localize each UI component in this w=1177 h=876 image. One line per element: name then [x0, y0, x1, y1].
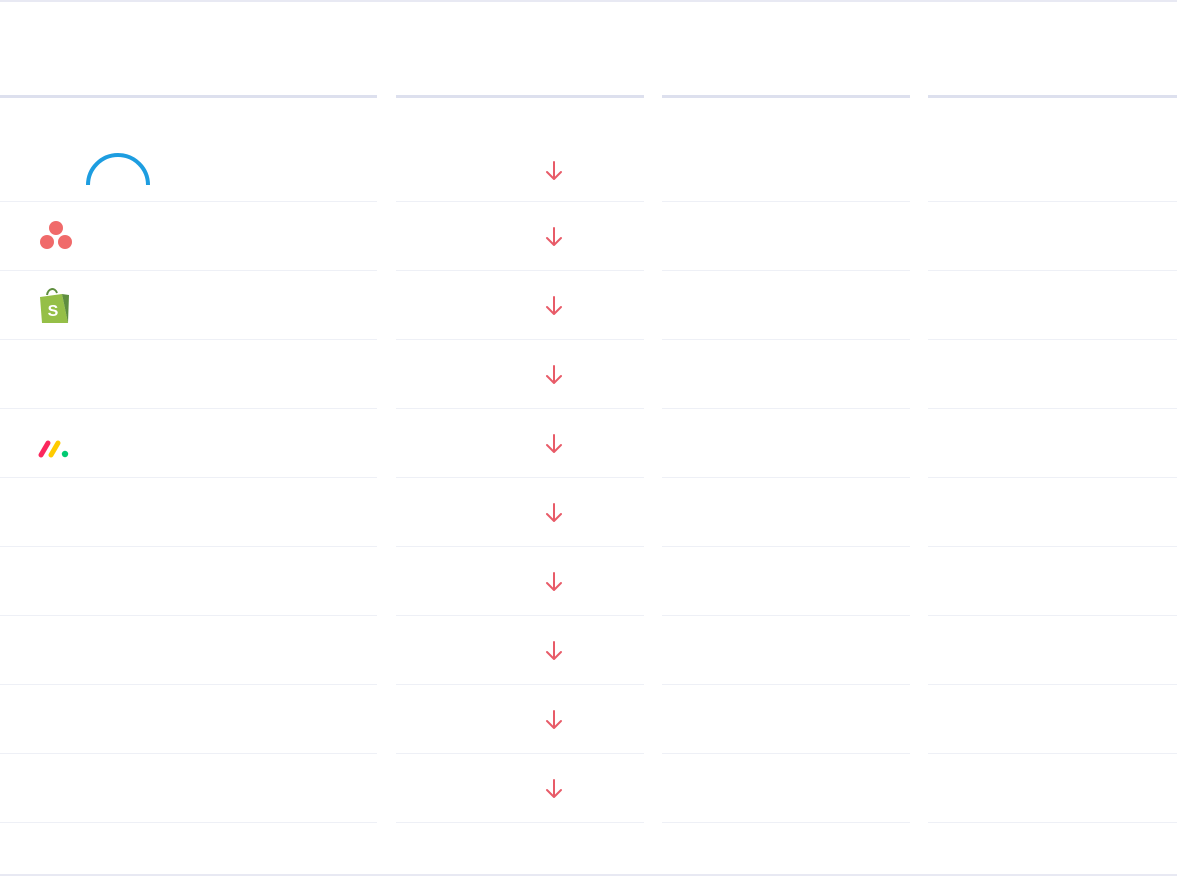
arrow-down-icon: [543, 433, 565, 455]
arrow-down-icon: [543, 364, 565, 386]
monday-icon: [36, 423, 76, 463]
header-rule: [0, 95, 377, 98]
header-rule: [662, 95, 910, 98]
svg-text:S: S: [48, 303, 59, 320]
table-row: [0, 202, 1177, 271]
asana-icon: [36, 216, 76, 256]
table-row: [0, 547, 1177, 616]
table-row: [0, 616, 1177, 685]
table-row: [0, 98, 1177, 202]
arrow-down-icon: [543, 778, 565, 800]
arrow-down-icon: [543, 295, 565, 317]
table-row: [0, 754, 1177, 823]
table-row: [0, 409, 1177, 478]
arrow-down-icon: [543, 160, 565, 182]
table-row: [0, 478, 1177, 547]
arrow-down-icon: [543, 709, 565, 731]
table-body: S: [0, 98, 1177, 823]
arrow-down-icon: [543, 502, 565, 524]
arrow-down-icon: [543, 226, 565, 248]
shopify-icon: S: [36, 285, 76, 325]
table-header: [0, 2, 1177, 98]
hubspot-icon: [80, 138, 156, 190]
arrow-down-icon: [543, 571, 565, 593]
header-rule: [396, 95, 644, 98]
header-rule: [928, 95, 1177, 98]
table-row: [0, 685, 1177, 754]
table-row: [0, 340, 1177, 409]
arrow-down-icon: [543, 640, 565, 662]
table-row: S: [0, 271, 1177, 340]
